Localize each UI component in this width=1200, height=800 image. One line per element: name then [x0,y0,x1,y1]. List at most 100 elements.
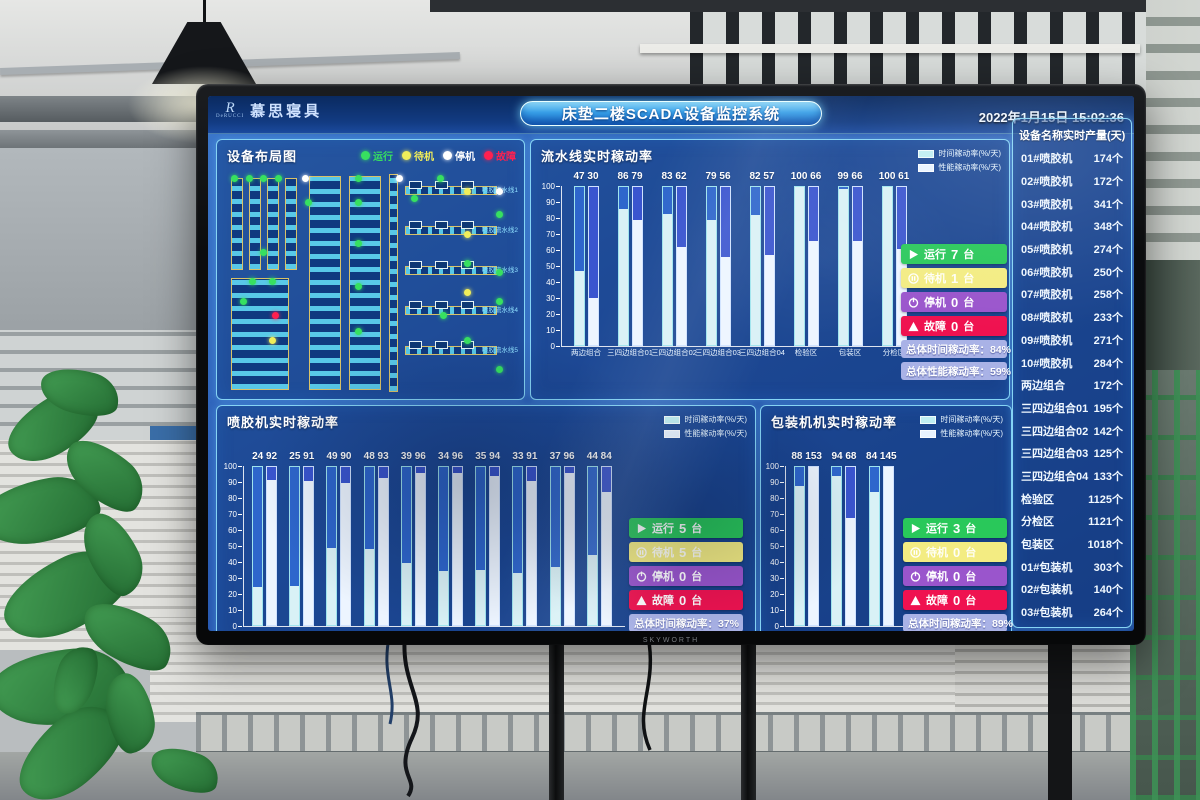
time-rate-bar [617,186,629,346]
x-category-label: 检验区 [794,348,818,357]
table-row: 09#喷胶机 271个 [1013,329,1131,352]
chip-unit: 台 [965,571,977,583]
status-chip-run: 运行 3 台 [903,518,1007,538]
device-output: 172个 [1093,176,1123,189]
stop-icon [636,571,647,582]
stop-icon [908,297,919,308]
plant [0,360,280,800]
perf-rate-bar [845,466,857,626]
bar-group: 24 92 [252,451,277,626]
legend-label: 时间稼动率(%/天) [684,415,747,424]
status-chip-stop: 停机 0 台 [629,566,743,586]
bar-value-labels: 88 153 [791,451,822,462]
y-tick [238,594,242,595]
standby-icon [908,272,919,284]
brand-mark: R [225,99,235,116]
time-rate-bar [881,186,893,346]
bar-remainder [706,187,716,221]
chart-legend: 时间稼动率(%/天) 性能稼动率(%/天) [920,414,1003,442]
y-tick-label: 50 [770,542,779,551]
table-row: 01#喷胶机 174个 [1013,147,1131,170]
y-axis [785,466,786,626]
time-rate-bar [573,186,585,346]
bar-group: 39 96 [401,451,426,626]
run-icon [908,249,919,260]
device-name: 两边组合 [1021,380,1065,393]
panel-title: 设备布局图 [227,149,298,164]
time-rate-bar [794,466,806,626]
device-output: 284个 [1093,357,1123,370]
device-output: 133个 [1093,470,1123,483]
bar-fill [587,555,597,625]
time-rate-bar [661,186,673,346]
machine-block [409,341,422,349]
roller-conveyor [196,712,1150,754]
x-category-label: 分检区 [882,348,906,357]
device-output: 341个 [1093,198,1123,211]
chart-legend: 时间稼动率(%/天) 性能稼动率(%/天) [918,148,1001,176]
y-tick-label: 90 [228,478,237,487]
chip-count: 1 [951,270,959,286]
time-rate-bar [326,466,338,626]
bar-value-labels: 82 57 [749,171,775,182]
bar-remainder [327,467,337,548]
bar-value-labels: 79 56 [705,171,731,182]
bar-fill [618,209,628,345]
machine-status-dot [249,278,256,285]
bar-group: 100 66 检验区 [791,171,822,357]
bar-value-labels: 49 90 [326,451,352,462]
bar-remainder [476,467,486,570]
x-axis [785,626,907,627]
bar-value-labels: 47 30 [573,171,599,182]
trunk-conveyor [389,174,398,392]
perf-rate-bar [807,186,819,346]
machine-status-dot [464,337,471,344]
device-name: 01#喷胶机 [1021,153,1073,166]
bar-group: 99 66 包装区 [837,171,862,357]
machine-status-dot [464,231,471,238]
bar-remainder [364,467,374,550]
bar-remainder [676,187,686,248]
bar-value-labels: 25 91 [289,451,315,462]
bar-fill [490,476,500,625]
y-tick-label: 20 [546,310,555,319]
device-name: 06#喷胶机 [1021,266,1073,279]
machine-status-dot [496,298,503,305]
table-row: 03#包装机 264个 [1013,601,1131,624]
y-tick [556,202,560,203]
ceiling-pipe [640,44,1140,53]
bar-remainder [750,187,760,216]
chart-title: 流水线实时稼动率 [541,149,654,164]
perf-rate-bar [675,186,687,346]
machine-grid [309,176,341,390]
device-name: 08#喷胶机 [1021,312,1073,325]
time-rate-summary: 总体时间稼动率：89% [903,614,1013,631]
chip-label: 停机 [924,297,946,309]
chip-unit: 台 [965,547,977,559]
chip-label: 故障 [924,321,946,333]
machine-status-dot [464,260,471,267]
machine-status-dot [355,283,362,290]
status-dot [484,151,493,160]
legend-item: 性能稼动率(%/天) [920,428,1003,439]
perf-rate-bar [414,466,426,626]
tv-stand-pole [741,640,756,800]
chip-count: 5 [679,544,687,560]
brand-name-cn: 慕思寝具 [250,103,323,120]
machine-status-dot [305,199,312,206]
device-name: 04#喷胶机 [1021,221,1073,234]
x-category-label: 三四边组合01 [607,348,653,357]
y-tick-label: 30 [546,294,555,303]
chart-title: 包装机机实时稼动率 [771,415,898,430]
table-row: 分检区 1121个 [1013,510,1131,533]
y-tick [556,218,560,219]
status-chip-stop: 停机 0 台 [901,292,1007,312]
table-row: 04#喷胶机 348个 [1013,215,1131,238]
legend-item: 时间稼动率(%/天) [664,414,747,425]
y-tick [238,514,242,515]
device-name: 检验区 [1021,493,1054,506]
perf-rate-summary: 总体性能稼动率：59% [901,362,1011,380]
time-rate-bar [252,466,264,626]
status-chip-standby: 待机 5 台 [629,542,743,562]
